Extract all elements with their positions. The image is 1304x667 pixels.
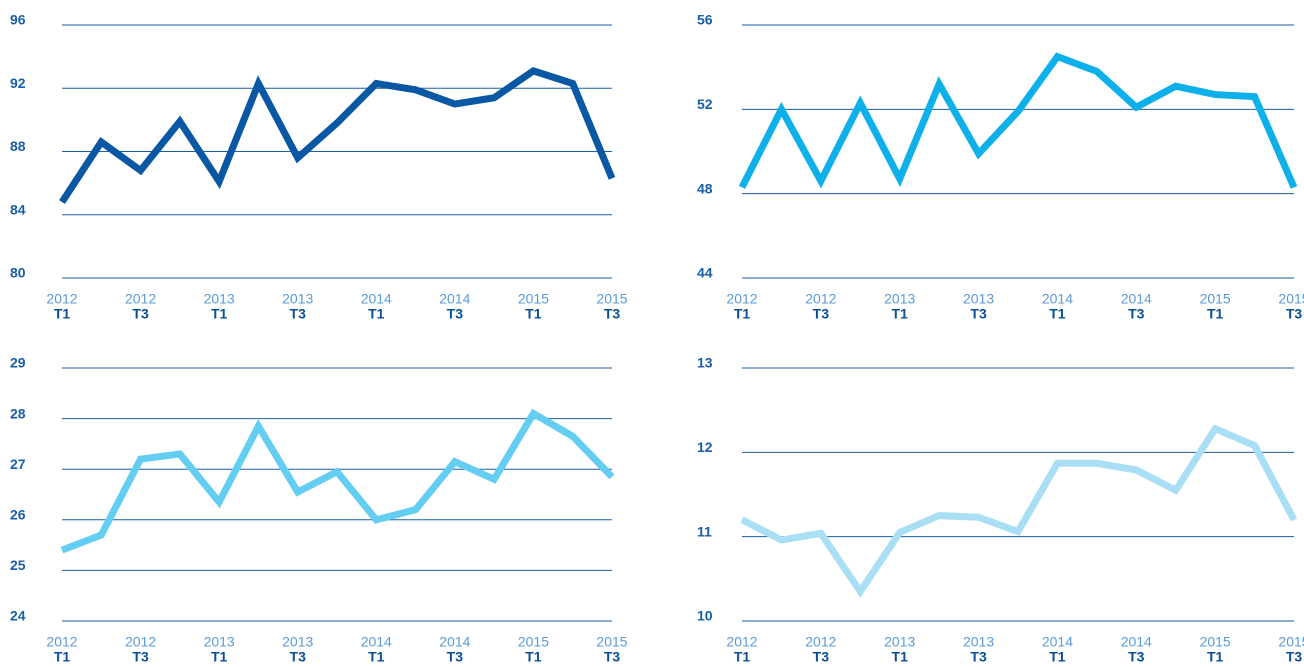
x-tick-year: 2013: [282, 291, 313, 307]
x-tick-year: 2012: [805, 291, 836, 307]
x-tick-year: 2013: [963, 291, 994, 307]
x-tick-year: 2013: [884, 291, 915, 307]
x-tick-year: 2012: [46, 634, 77, 650]
y-tick-label: 52: [697, 96, 713, 112]
x-tick-year: 2012: [726, 291, 757, 307]
y-tick-label: 48: [697, 180, 713, 196]
x-tick-year: 2015: [1200, 291, 1231, 307]
x-tick-period: T1: [368, 649, 385, 665]
y-tick-label: 28: [10, 405, 26, 421]
line: [59, 66, 616, 205]
x-tick-year: 2015: [1278, 634, 1304, 650]
y-tick-label: 11: [697, 523, 712, 539]
x-tick-period: T1: [1207, 306, 1224, 322]
x-tick-period: T1: [54, 649, 71, 665]
x-tick-period: T1: [892, 306, 909, 322]
x-tick-year: 2014: [361, 634, 392, 650]
x-tick-period: T3: [1286, 306, 1303, 322]
y-tick-label: 25: [10, 557, 26, 573]
x-tick-year: 2012: [125, 634, 156, 650]
x-tick-period: T1: [525, 306, 542, 322]
x-tick-year: 2012: [46, 291, 77, 307]
x-tick-year: 2013: [282, 634, 313, 650]
x-tick-year: 2012: [125, 291, 156, 307]
x-tick-period: T1: [211, 306, 228, 322]
x-tick-period: T3: [132, 306, 149, 322]
x-tick-period: T1: [368, 306, 385, 322]
y-tick-label: 29: [10, 355, 26, 371]
x-tick-period: T3: [290, 306, 307, 322]
y-tick-label: 84: [10, 201, 26, 217]
x-tick-year: 2013: [204, 291, 235, 307]
x-tick-period: T3: [970, 649, 987, 665]
y-tick-label: 10: [697, 608, 713, 624]
x-tick-year: 2014: [1121, 291, 1152, 307]
y-tick-label: 92: [10, 75, 26, 91]
x-tick-period: T3: [604, 306, 621, 322]
line: [740, 424, 1298, 598]
x-tick-year: 2013: [884, 634, 915, 650]
x-tick-year: 2014: [1121, 634, 1152, 650]
x-tick-period: T3: [1286, 649, 1303, 665]
x-tick-year: 2015: [518, 634, 549, 650]
x-tick-period: T1: [734, 306, 751, 322]
x-tick-year: 2015: [1278, 291, 1304, 307]
y-tick-label: 12: [697, 439, 713, 455]
x-tick-period: T1: [211, 649, 228, 665]
x-tick-year: 2013: [963, 634, 994, 650]
y-tick-label: 80: [10, 265, 26, 281]
x-tick-year: 2014: [361, 291, 392, 307]
y-tick-label: 88: [10, 138, 26, 154]
x-tick-year: 2014: [1042, 634, 1073, 650]
x-tick-year: 2015: [1200, 634, 1231, 650]
y-tick-label: 13: [697, 355, 713, 371]
x-tick-period: T1: [1207, 649, 1224, 665]
x-tick-period: T1: [892, 649, 909, 665]
x-tick-period: T3: [447, 306, 464, 322]
x-tick-period: T1: [734, 649, 751, 665]
x-tick-period: T1: [1049, 306, 1066, 322]
y-tick-label: 96: [10, 12, 26, 28]
x-tick-period: T3: [132, 649, 149, 665]
x-tick-year: 2012: [805, 634, 836, 650]
y-tick-label: 24: [10, 608, 26, 624]
x-tick-year: 2012: [726, 634, 757, 650]
y-tick-label: 26: [10, 507, 26, 523]
y-tick-label: 56: [697, 12, 713, 28]
x-tick-period: T1: [525, 649, 542, 665]
x-tick-year: 2014: [1042, 291, 1073, 307]
x-tick-period: T3: [1128, 649, 1145, 665]
x-tick-year: 2014: [439, 291, 470, 307]
x-tick-year: 2015: [596, 634, 627, 650]
x-tick-year: 2014: [439, 634, 470, 650]
y-tick-label: 44: [697, 265, 713, 281]
x-tick-period: T3: [1128, 306, 1145, 322]
line: [738, 52, 1298, 189]
x-tick-period: T3: [290, 649, 307, 665]
x-tick-period: T3: [447, 649, 464, 665]
x-tick-period: T1: [54, 306, 71, 322]
y-tick-label: 27: [10, 456, 26, 472]
x-tick-period: T3: [970, 306, 987, 322]
x-tick-year: 2015: [518, 291, 549, 307]
x-tick-period: T1: [1049, 649, 1066, 665]
x-tick-year: 2015: [596, 291, 627, 307]
x-tick-period: T3: [813, 649, 830, 665]
x-tick-period: T3: [604, 649, 621, 665]
x-tick-period: T3: [813, 306, 830, 322]
line: [60, 408, 615, 554]
x-tick-year: 2013: [204, 634, 235, 650]
